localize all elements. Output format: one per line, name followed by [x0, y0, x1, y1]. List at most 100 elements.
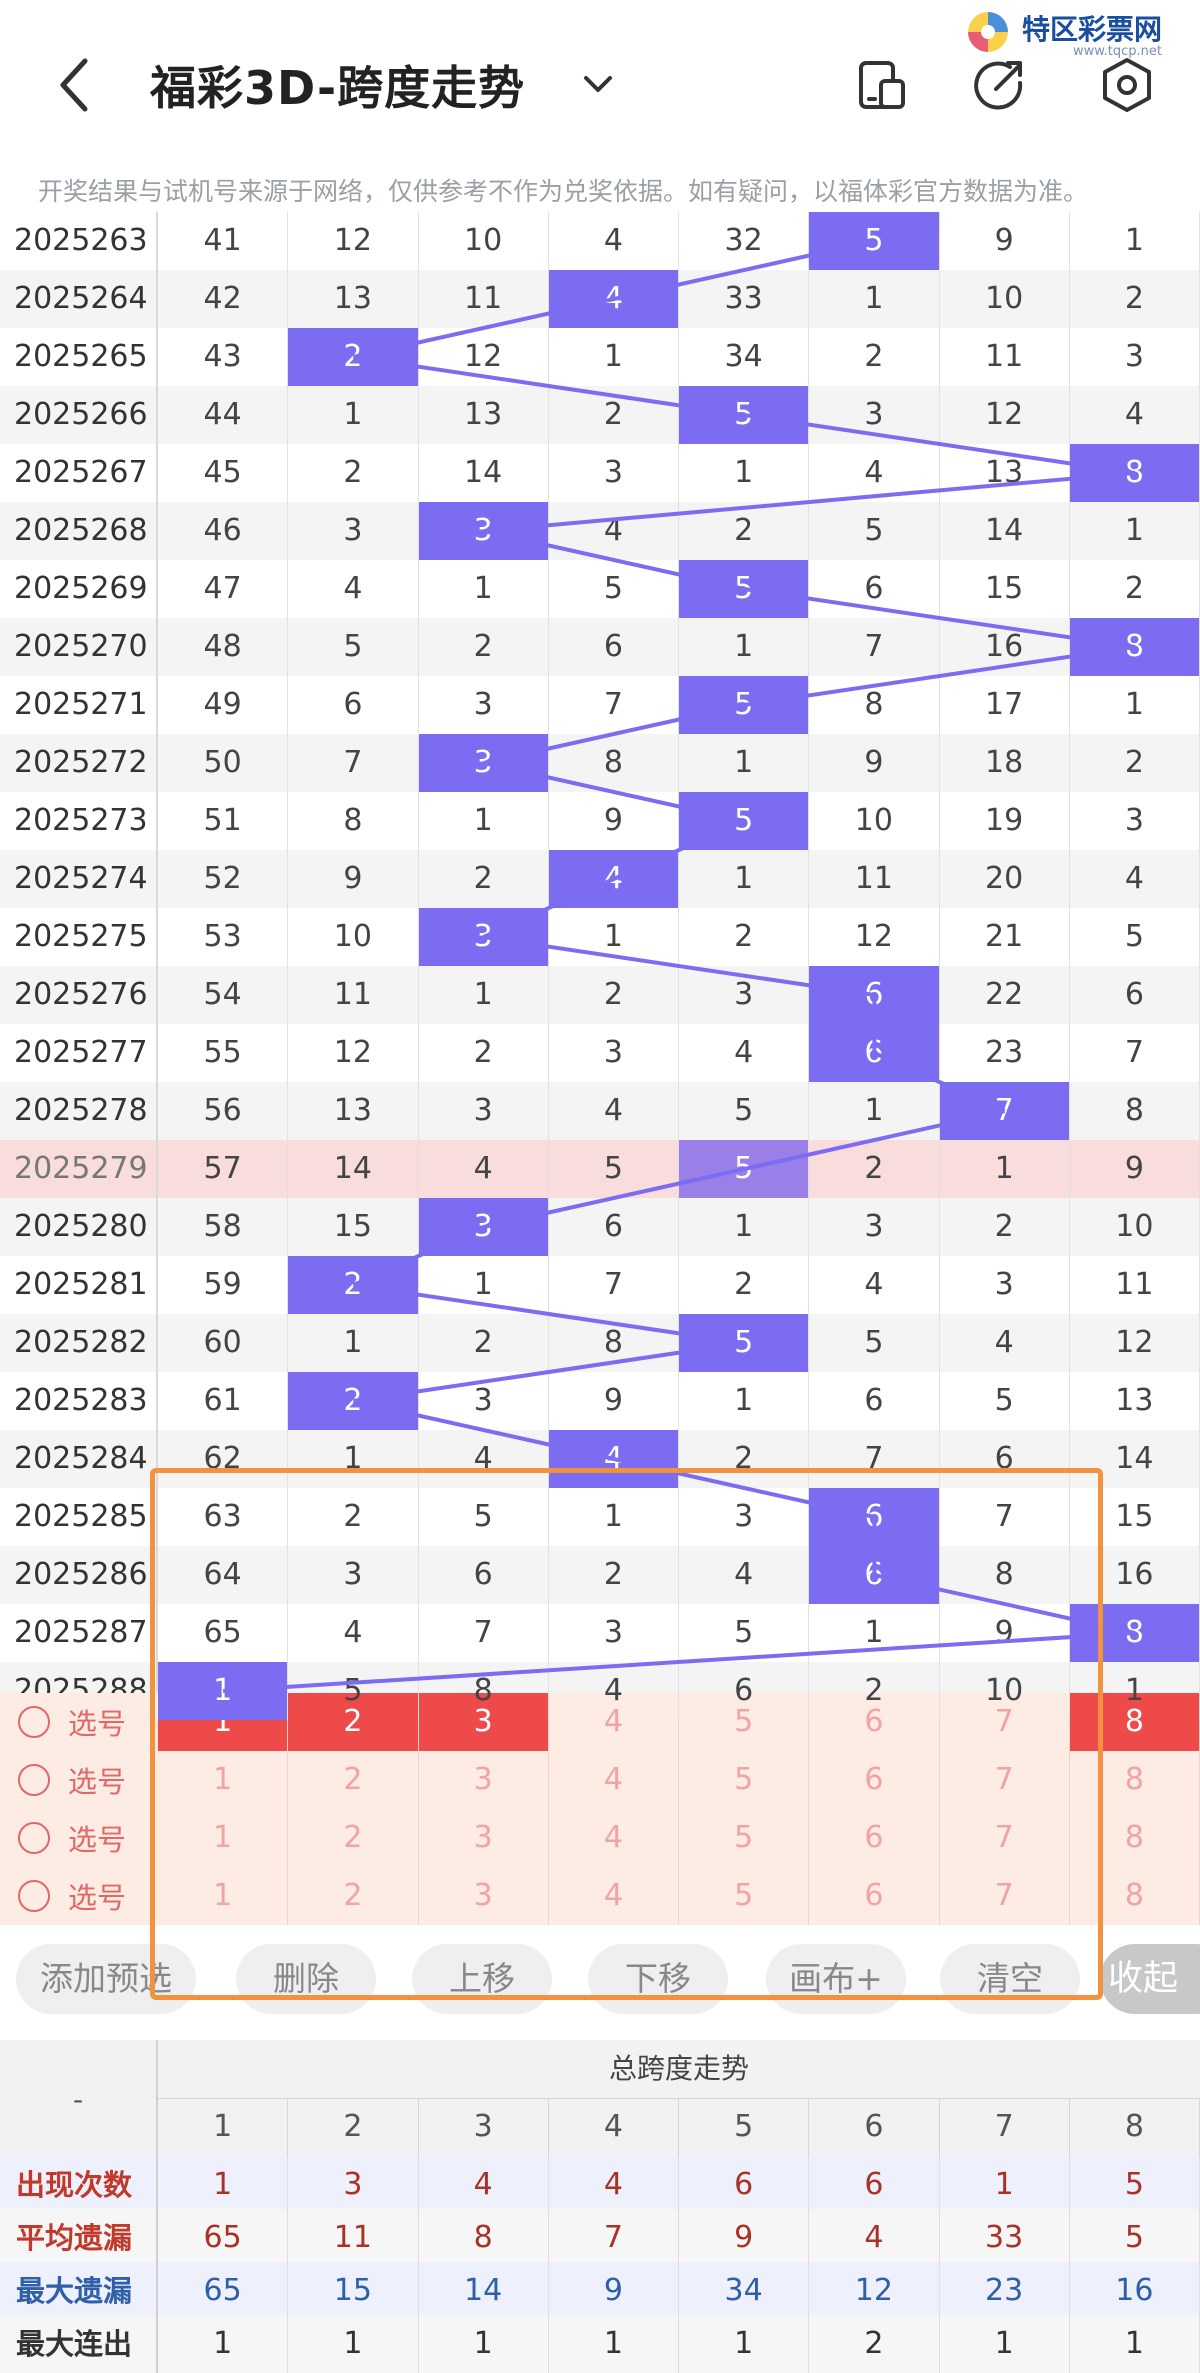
stats-value: 65	[158, 2262, 289, 2320]
stats-row: 最大连出 1 1 1 1 1 2 1 1	[0, 2315, 1200, 2373]
pick-number-cell[interactable]: 4	[549, 1751, 679, 1809]
pick-number-cell[interactable]: 3	[419, 1809, 549, 1867]
omission-cell: 11	[809, 850, 940, 908]
pick-number-cell[interactable]: 3	[419, 1867, 549, 1925]
omission-cell: 9	[940, 212, 1070, 270]
stats-value: 8	[419, 2209, 549, 2267]
action-button[interactable]: 下移	[588, 1944, 728, 2014]
omission-cell: 2	[809, 1140, 940, 1198]
pick-number-cell[interactable]: 2	[288, 1867, 419, 1925]
omission-cell: 8	[549, 734, 679, 792]
pick-number-cell[interactable]: 8	[1070, 1751, 1200, 1809]
pick-number-cell[interactable]: 3	[419, 1751, 549, 1809]
pick-number-cell[interactable]: 1	[158, 1809, 289, 1867]
pick-row-select[interactable]: 选号	[0, 1751, 158, 1809]
pick-number-cell[interactable]: 6	[809, 1693, 940, 1751]
table-row: 2025288 1 5 8 4 6 2 10 1	[0, 1662, 1200, 1721]
pick-number-cell[interactable]: 5	[679, 1867, 810, 1925]
pick-number-cell[interactable]: 5	[679, 1693, 810, 1751]
pick-number-cell[interactable]: 7	[940, 1751, 1070, 1809]
omission-cell: 22	[940, 966, 1070, 1024]
span-hit-cell: 5	[679, 792, 810, 850]
span-hit-cell: 8	[1069, 1604, 1200, 1662]
action-button[interactable]: 上移	[412, 1944, 552, 2014]
omission-cell: 7	[288, 734, 419, 792]
omission-cell: 62	[158, 1430, 289, 1488]
omission-cell: 4	[940, 1314, 1070, 1372]
omission-cell: 7	[809, 1430, 940, 1488]
omission-cell: 1	[679, 1198, 810, 1256]
omission-cell: 2	[679, 1256, 810, 1314]
back-arrow-icon[interactable]	[55, 55, 95, 115]
pick-number-cell[interactable]: 8	[1070, 1809, 1200, 1867]
omission-cell: 7	[419, 1604, 549, 1662]
site-watermark: 特区彩票网 www.tqcp.net	[967, 8, 1162, 59]
pick-number-cell[interactable]: 6	[809, 1809, 940, 1867]
pick-number-cell[interactable]: 1	[158, 1751, 289, 1809]
span-hit-cell: 8	[1069, 618, 1200, 676]
omission-cell: 7	[1070, 1024, 1200, 1082]
pick-label: 选号	[68, 1881, 127, 1915]
settings-gear-icon[interactable]	[1097, 55, 1157, 115]
stats-value: 4	[809, 2209, 940, 2267]
action-button[interactable]: 添加预选	[16, 1944, 196, 2014]
chevron-down-icon[interactable]	[578, 64, 618, 104]
issue-number: 2025287	[0, 1604, 158, 1662]
span-hit-cell: 2	[288, 1372, 419, 1430]
omission-cell: 2	[549, 386, 679, 444]
omission-cell: 3	[809, 1198, 940, 1256]
pick-number-cell[interactable]: 7	[940, 1809, 1070, 1867]
pick-number-cell[interactable]: 7	[940, 1693, 1070, 1751]
action-button[interactable]: 清空	[940, 1944, 1080, 2014]
radio-circle-icon[interactable]	[18, 1880, 50, 1912]
device-switch-icon[interactable]	[853, 55, 913, 115]
stats-row-label: 最大连出	[0, 2315, 158, 2373]
pick-number-cell[interactable]: 1	[158, 1867, 289, 1925]
pick-number-cell[interactable]: 6	[809, 1751, 940, 1809]
omission-cell: 7	[549, 1256, 679, 1314]
pick-number-cell[interactable]: 6	[809, 1867, 940, 1925]
pick-number-cell[interactable]: 3	[418, 1693, 549, 1751]
pick-number-cell[interactable]: 4	[549, 1867, 679, 1925]
pick-number-cell[interactable]: 4	[549, 1693, 679, 1751]
omission-cell: 58	[158, 1198, 289, 1256]
action-button[interactable]: 删除	[236, 1944, 376, 2014]
omission-cell: 1	[679, 850, 810, 908]
omission-cell: 5	[679, 1604, 810, 1662]
pick-number-cell[interactable]: 2	[288, 1693, 419, 1751]
omission-cell: 1	[679, 618, 810, 676]
issue-number: 2025265	[0, 328, 158, 386]
pick-number-cell[interactable]: 7	[940, 1867, 1070, 1925]
pick-number-cell[interactable]: 2	[288, 1751, 419, 1809]
stats-column-header: 4	[549, 2098, 679, 2156]
pick-row-select[interactable]: 选号	[0, 1693, 158, 1751]
radio-circle-icon[interactable]	[18, 1822, 50, 1854]
pick-number-cell[interactable]: 5	[679, 1751, 810, 1809]
table-row: 2025269 47 4 1 5 5 6 15 2	[0, 560, 1200, 619]
omission-cell: 2	[419, 1314, 549, 1372]
omission-cell: 2	[1070, 734, 1200, 792]
share-icon[interactable]	[970, 55, 1030, 115]
action-button[interactable]: 画布+	[766, 1944, 906, 2014]
omission-cell: 15	[1070, 1488, 1200, 1546]
omission-cell: 2	[809, 328, 940, 386]
omission-cell: 4	[679, 1024, 810, 1082]
omission-cell: 3	[549, 1024, 679, 1082]
stats-value: 1	[940, 2315, 1070, 2373]
omission-cell: 1	[288, 1314, 419, 1372]
radio-circle-icon[interactable]	[18, 1764, 50, 1796]
omission-cell: 7	[549, 676, 679, 734]
pick-number-cell[interactable]: 8	[1070, 1867, 1200, 1925]
radio-circle-icon[interactable]	[18, 1706, 50, 1738]
pick-number-cell[interactable]: 2	[288, 1809, 419, 1867]
pick-number-cell[interactable]: 8	[1069, 1693, 1200, 1751]
pick-row-select[interactable]: 选号	[0, 1867, 158, 1925]
omission-cell: 11	[940, 328, 1070, 386]
pick-row-select[interactable]: 选号	[0, 1809, 158, 1867]
omission-cell: 1	[419, 966, 549, 1024]
collapse-button[interactable]: 收起	[1100, 1944, 1200, 2014]
pick-number-cell[interactable]: 5	[679, 1809, 810, 1867]
pick-number-cell[interactable]: 4	[549, 1809, 679, 1867]
page-title[interactable]: 福彩3D-跨度走势	[150, 61, 526, 115]
